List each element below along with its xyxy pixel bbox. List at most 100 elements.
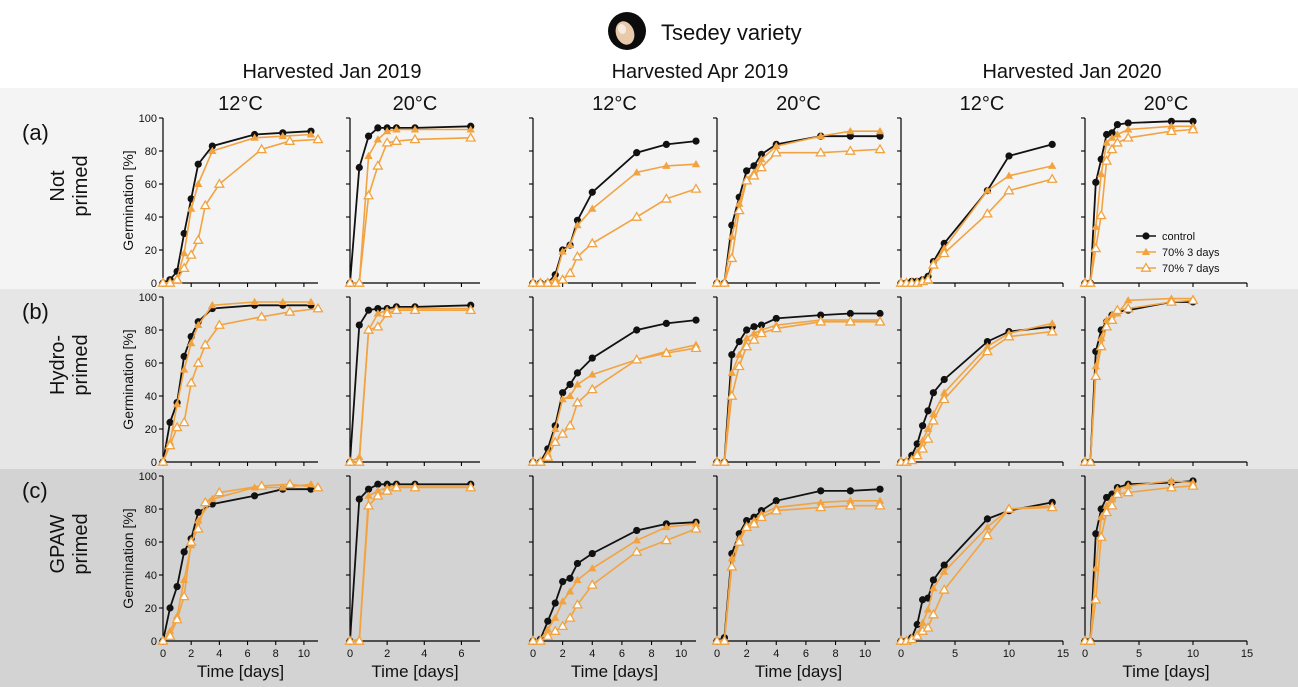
data-point [816, 131, 825, 140]
data-point [178, 416, 190, 427]
row-label-line: Hydro- [47, 335, 69, 395]
data-point [409, 481, 421, 492]
data-point [911, 630, 923, 640]
row-tag: (b) [22, 299, 49, 324]
data-point [544, 617, 552, 625]
data-point [355, 321, 363, 329]
data-point [1101, 506, 1113, 517]
data-point [558, 597, 567, 605]
data-point [772, 497, 780, 505]
data-point [1090, 242, 1102, 253]
data-point [1142, 232, 1150, 240]
temperature-label: 20°C [776, 93, 821, 115]
data-point [551, 424, 560, 432]
y-tick-label: 20 [145, 603, 157, 615]
temperature-label: 12°C [592, 93, 637, 115]
y-tick-label: 40 [145, 212, 157, 224]
data-point [573, 575, 582, 583]
data-point [846, 309, 854, 318]
data-point [1097, 513, 1106, 521]
data-point [741, 175, 753, 185]
series-line [1085, 128, 1194, 284]
data-point [711, 456, 723, 466]
data-point [923, 605, 933, 613]
row-tag: (a) [22, 120, 49, 145]
data-point [940, 561, 948, 569]
data-point [178, 590, 190, 601]
data-point [1122, 302, 1134, 313]
data-point [353, 635, 365, 645]
data-point [166, 604, 174, 612]
data-point [256, 143, 268, 154]
data-point [906, 454, 918, 465]
data-point [1124, 119, 1132, 127]
data-point [1167, 476, 1176, 484]
data-point [179, 365, 189, 373]
data-point [549, 625, 561, 635]
temperature-label: 12°C [960, 93, 1005, 115]
row-label-line: primed [70, 334, 92, 395]
data-point [727, 368, 737, 376]
x-tick-label: 2 [744, 648, 750, 660]
data-point [171, 421, 183, 432]
data-point [185, 377, 197, 387]
data-point [913, 440, 921, 448]
data-point [466, 125, 475, 133]
y-axis-label: Germination [%] [120, 329, 136, 429]
data-point [213, 319, 225, 329]
x-tick-label: 2 [560, 648, 566, 660]
data-point [748, 518, 760, 528]
data-point [727, 232, 737, 240]
data-point [1048, 319, 1057, 327]
y-tick-label: 40 [145, 391, 157, 403]
data-point [157, 456, 169, 466]
data-point [284, 306, 296, 316]
data-point [660, 347, 672, 357]
data-point [194, 508, 202, 516]
data-point [355, 163, 363, 172]
data-point [344, 277, 356, 287]
data-point [1095, 340, 1107, 351]
series-line [162, 301, 311, 463]
data-point [180, 352, 188, 360]
row-band-1 [0, 289, 1298, 469]
data-point [382, 127, 392, 135]
data-point [1048, 140, 1056, 148]
data-point [757, 155, 766, 163]
y-tick-label: 60 [145, 358, 157, 370]
y-tick-label: 20 [145, 424, 157, 436]
data-point [876, 309, 884, 318]
data-point [728, 351, 736, 359]
y-tick-label: 40 [145, 570, 157, 582]
y-tick-label: 60 [145, 537, 157, 549]
panel [344, 296, 480, 466]
data-point [565, 240, 575, 249]
data-point [981, 345, 993, 356]
data-point [306, 130, 316, 138]
data-point [927, 608, 939, 619]
data-point [726, 390, 738, 400]
data-point [208, 142, 216, 150]
data-point [409, 133, 421, 144]
x-tick-label: 6 [458, 648, 464, 660]
data-point [1097, 169, 1106, 178]
x-axis-label: Time [days] [571, 662, 658, 681]
data-point [208, 494, 217, 503]
data-point [749, 329, 759, 337]
data-point [573, 216, 582, 224]
harvest-group-label: Harvested Jan 2019 [242, 61, 421, 83]
data-point [364, 151, 373, 159]
row-label: Hydro-primed [47, 334, 92, 395]
harvest-group-label: Harvested Jan 2020 [982, 61, 1161, 83]
data-point [938, 247, 950, 258]
panel: 0 5 10 15 [895, 475, 1069, 660]
temperature-label: 12°C [218, 93, 263, 115]
x-tick-label: 4 [773, 648, 779, 660]
data-point [757, 150, 766, 158]
data-point [1124, 125, 1133, 133]
data-point [743, 516, 751, 525]
data-point [381, 485, 393, 495]
data-point [186, 204, 196, 212]
data-point [660, 534, 672, 545]
data-point [1124, 481, 1133, 489]
